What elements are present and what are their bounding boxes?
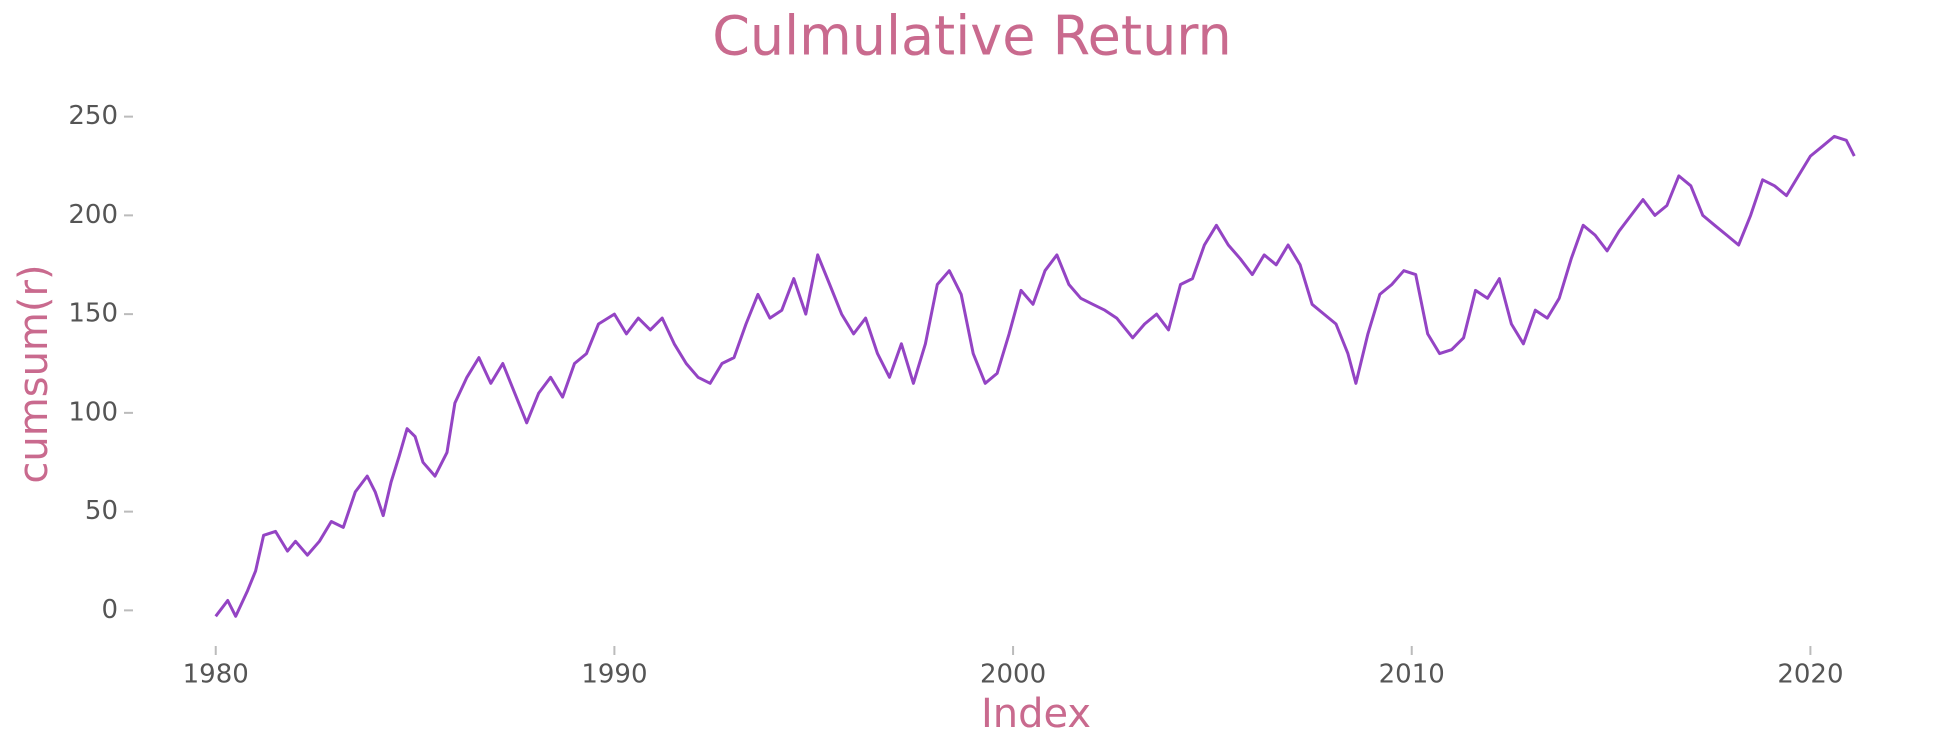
x-tick-label: 2020 [1777,660,1843,690]
y-tick-label: 150 [68,299,118,329]
y-tick-label: 0 [101,595,118,625]
y-tick-label: 250 [68,101,118,131]
y-tick-label: 200 [68,200,118,230]
y-tick-label: 100 [68,397,118,427]
x-axis-label: Index [981,691,1091,737]
chart-title: Culmulative Return [712,5,1232,68]
y-axis-label: cumsum(r) [11,264,57,483]
y-tick-label: 50 [85,496,118,526]
x-tick-label: 1990 [581,660,647,690]
line [214,134,1856,618]
x-tick-label: 2000 [980,660,1046,690]
x-tick-label: 1980 [183,660,249,690]
x-tick-label: 2010 [1379,660,1445,690]
